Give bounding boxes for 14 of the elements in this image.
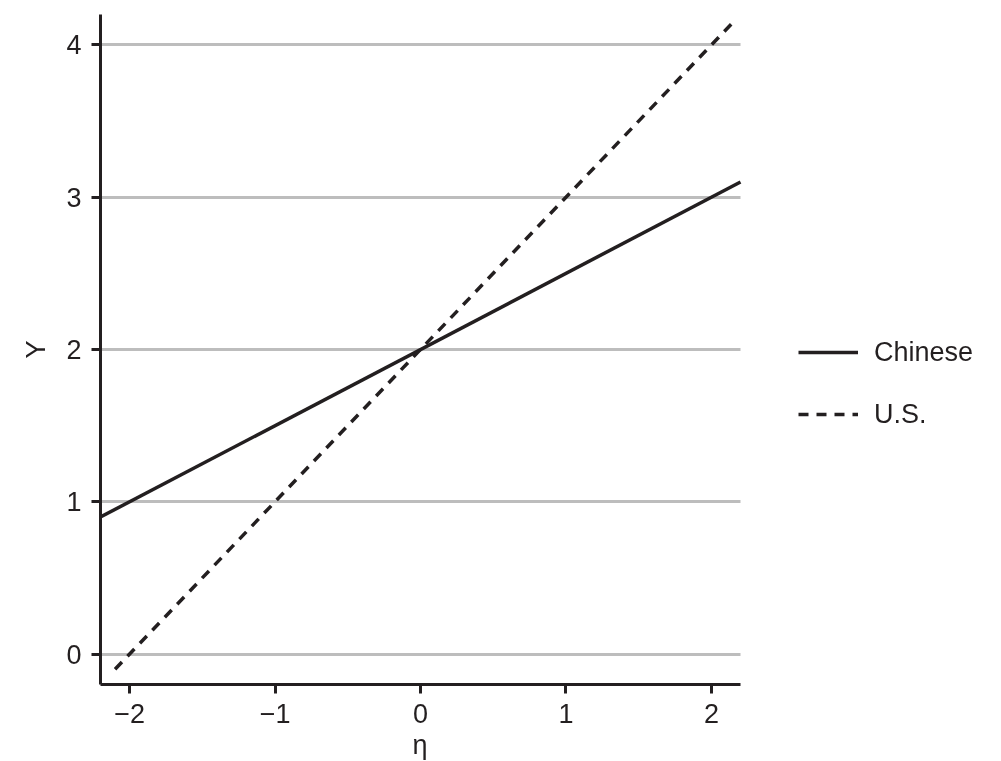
legend-label: U.S.: [874, 398, 927, 430]
x-tick-label: 0: [412, 698, 429, 729]
y-tick-label: 1: [66, 487, 82, 518]
y-tick-label: 3: [66, 182, 82, 213]
x-tick-label: 2: [703, 698, 719, 729]
y-axis-title: Y: [21, 340, 52, 359]
y-tick-label: 4: [66, 30, 82, 61]
y-tick-label: 0: [66, 639, 82, 670]
x-tick-label: −1: [259, 698, 291, 729]
x-axis-title: η: [412, 729, 428, 760]
legend-label: Chinese: [874, 336, 974, 368]
x-tick-label: −2: [114, 698, 145, 729]
x-tick-label: 1: [558, 698, 574, 729]
y-tick-label: 2: [66, 335, 82, 365]
